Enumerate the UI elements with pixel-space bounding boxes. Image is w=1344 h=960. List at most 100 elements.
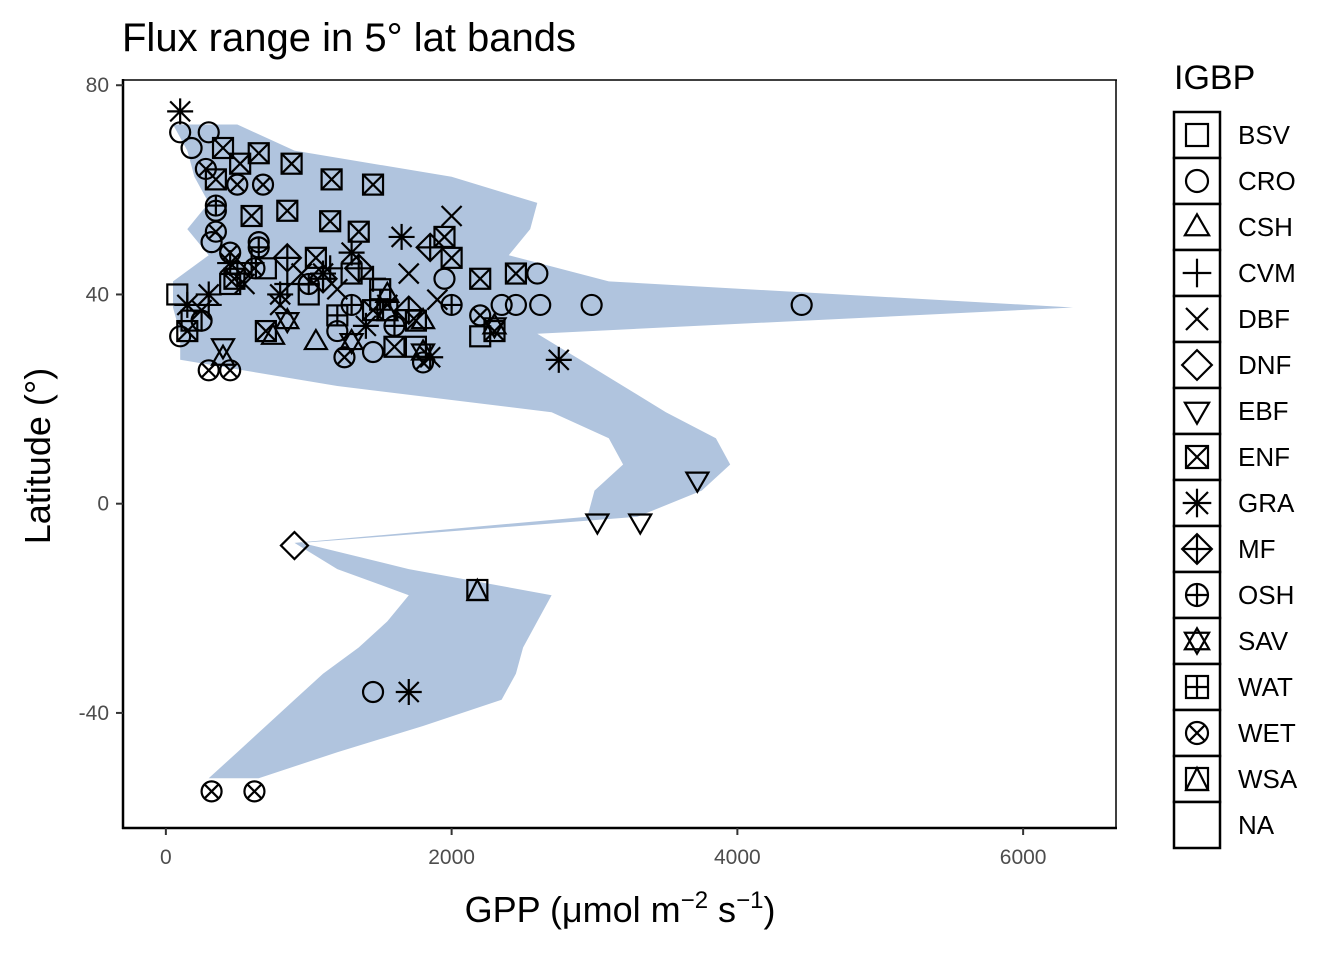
point-cvm-4 (360, 265, 387, 292)
point-wat-0 (326, 304, 349, 327)
legend-key-cross-icon (1185, 307, 1209, 331)
point-cro-14 (790, 293, 813, 317)
legend-label: BSV (1238, 120, 1291, 150)
x-axis-ticks: 0 2000 4000 6000 (160, 828, 1046, 869)
point-sav-0 (274, 306, 301, 335)
point-dnf-0 (279, 530, 310, 561)
point-cro-9 (490, 293, 513, 317)
legend-title: IGBP (1174, 59, 1255, 97)
legend-label: NA (1238, 810, 1275, 840)
point-cro-11 (526, 262, 549, 285)
point-gra-10 (395, 679, 422, 705)
legend-label: GRA (1238, 488, 1295, 518)
point-enf-8 (276, 199, 299, 222)
point-mf-1 (272, 242, 303, 273)
legend-key-box (1172, 110, 1222, 160)
legend-key-circle-icon (1184, 168, 1210, 194)
legend-label: CVM (1238, 258, 1296, 288)
point-cro-10 (504, 293, 528, 317)
point-enf-10 (347, 220, 370, 243)
legend-item-na: NA (1172, 800, 1275, 850)
legend-label: CSH (1238, 212, 1293, 242)
point-csh-2 (302, 327, 329, 351)
point-enf-2 (280, 152, 303, 175)
legend-item-wat: WAT (1172, 662, 1293, 712)
point-sav-2 (481, 312, 508, 340)
legend-label: EBF (1238, 396, 1289, 426)
legend-item-osh: OSH (1172, 570, 1294, 620)
legend-key-box (1172, 616, 1222, 666)
point-enf-5 (361, 173, 385, 196)
point-cro-2 (197, 121, 220, 144)
y-tick-label: 80 (86, 74, 109, 97)
legend-item-enf: ENF (1172, 432, 1290, 482)
legend-item-wsa: WSA (1172, 754, 1298, 804)
legend-key-triangle-icon (1182, 212, 1212, 237)
point-wet-6 (333, 346, 356, 369)
point-wet-8 (219, 359, 242, 382)
y-axis-title: Latitude (°) (17, 368, 58, 544)
flux-range-ribbon (173, 124, 1074, 779)
point-ebf-2 (627, 513, 654, 536)
point-osh-5 (440, 293, 463, 317)
legend-key-box (1172, 386, 1222, 436)
legend-item-sav: SAV (1172, 616, 1289, 666)
point-cvm-2 (274, 271, 301, 297)
legend-key-box (1172, 156, 1222, 206)
point-mf-5 (415, 232, 446, 263)
point-gra-1 (174, 291, 201, 318)
legend-label: WAT (1238, 672, 1293, 702)
point-dbf-6 (397, 262, 420, 285)
point-enf-1 (247, 142, 270, 165)
legend-key-box (1172, 202, 1222, 252)
point-gra-6 (352, 312, 379, 339)
y-axis-ticks: 80 40 0 -40 (79, 74, 123, 725)
point-wet-5 (243, 257, 266, 280)
point-enf-18 (254, 319, 277, 343)
point-osh-1 (247, 236, 270, 259)
point-cro-1 (180, 136, 203, 160)
point-enf-12 (440, 246, 463, 269)
legend-label: DNF (1238, 350, 1291, 380)
point-wet-7 (197, 359, 220, 382)
point-enf-9 (319, 210, 342, 233)
legend-key-square-cross-icon (1184, 444, 1210, 470)
legend-item-wet: WET (1172, 708, 1296, 758)
point-mf-4 (393, 295, 424, 326)
legend-label: DBF (1238, 304, 1290, 334)
legend-key-circle-plus-icon (1184, 582, 1210, 608)
legend-key-circle-cross-icon (1184, 720, 1210, 746)
legend-label: ENF (1238, 442, 1290, 472)
x-tick-label: 2000 (428, 846, 475, 869)
legend: BSV CRO CSH CVM DBF DNF EBF ENF GRA MF OSH SAV WAT WE… (1172, 110, 1298, 850)
legend-item-cro: CRO (1172, 156, 1296, 206)
legend-item-ebf: EBF (1172, 386, 1289, 436)
point-ebf-3 (684, 471, 711, 494)
point-cro-12 (529, 293, 552, 317)
point-wet-2 (251, 173, 275, 196)
point-wet-3 (204, 220, 227, 243)
y-tick-label: 0 (97, 493, 109, 516)
scatter-points-layer (166, 98, 813, 803)
x-tick-label: 6000 (1000, 846, 1047, 869)
legend-label: OSH (1238, 580, 1294, 610)
legend-key-square-triangle-icon (1184, 765, 1210, 792)
point-osh-2 (297, 272, 320, 296)
legend-key-box (1172, 754, 1222, 804)
legend-item-dbf: DBF (1172, 294, 1290, 344)
point-mf-3 (343, 253, 374, 284)
legend-key-box (1172, 800, 1222, 850)
legend-item-cvm: CVM (1172, 248, 1296, 298)
point-wet-1 (226, 173, 249, 196)
point-gra-7 (388, 223, 415, 250)
point-osh-0 (204, 194, 227, 217)
legend-item-csh: CSH (1172, 202, 1293, 252)
point-enf-13 (469, 267, 492, 290)
legend-key-square-icon (1184, 122, 1210, 148)
point-gra-9 (545, 346, 572, 373)
legend-key-star-of-david-icon (1182, 626, 1212, 656)
legend-item-gra: GRA (1172, 478, 1295, 528)
legend-key-diamond-icon (1180, 348, 1214, 382)
legend-label: WET (1238, 718, 1296, 748)
point-wet-11 (200, 780, 223, 803)
